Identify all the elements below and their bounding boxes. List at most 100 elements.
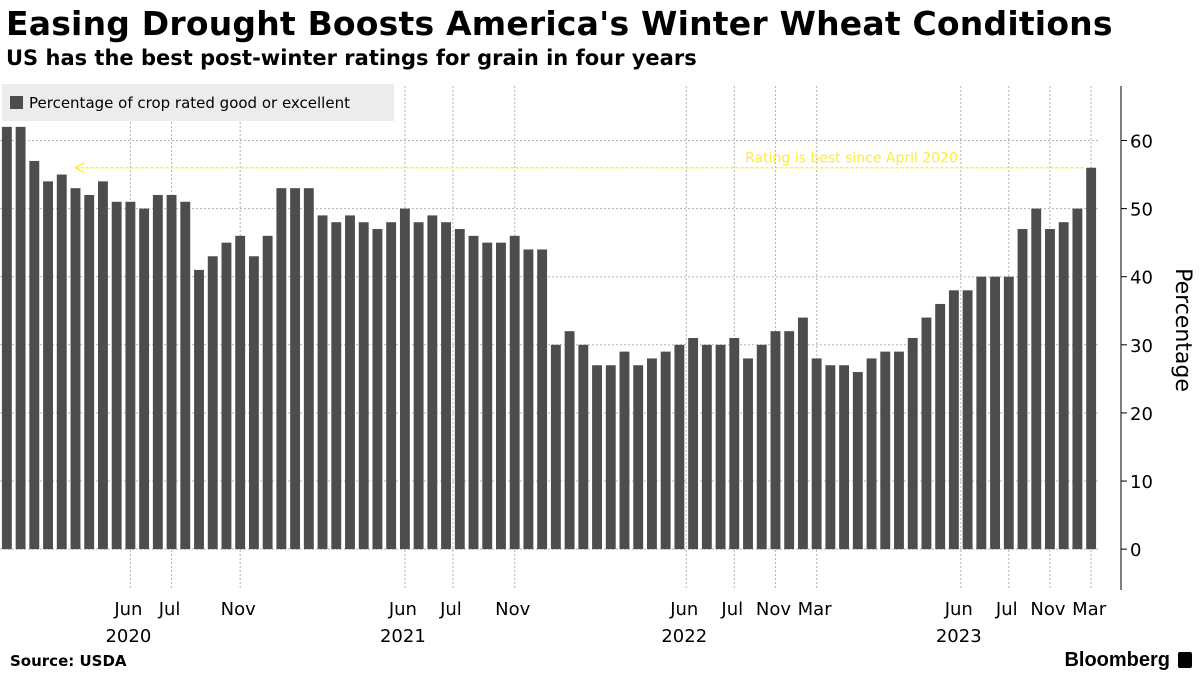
x-tick-label: Jun: [944, 599, 973, 620]
bar: [715, 344, 726, 550]
bar: [578, 344, 589, 550]
bar: [331, 222, 342, 550]
x-tick-label: Jul: [158, 599, 181, 620]
bar: [1072, 208, 1083, 550]
brand-logo: Bloomberg: [1064, 649, 1170, 671]
bar: [1, 126, 12, 550]
bar: [303, 188, 314, 550]
y-tick-label: 10: [1130, 472, 1153, 493]
bar: [907, 338, 918, 550]
bar: [166, 194, 177, 550]
bar: [262, 235, 273, 550]
bar: [605, 365, 616, 550]
bar: [811, 358, 822, 550]
bar: [399, 208, 410, 550]
y-axis-title: Percentage: [1170, 268, 1195, 392]
bar: [1003, 276, 1014, 550]
x-tick-label: Nov: [495, 599, 530, 620]
y-tick-label: 50: [1130, 200, 1153, 221]
bar: [1086, 167, 1097, 550]
y-axis: 0 10 20 30 40 50 60 Percentage: [1120, 86, 1195, 590]
bar: [496, 242, 506, 550]
bar: [1017, 229, 1028, 550]
bar: [839, 365, 850, 550]
y-tick-label: 0: [1130, 540, 1141, 561]
bar: [441, 222, 452, 550]
x-tick-label: Jun: [669, 599, 698, 620]
bar: [290, 188, 301, 550]
bar: [358, 222, 369, 550]
bar: [880, 351, 891, 550]
x-year-label: 2021: [380, 626, 426, 647]
bar: [743, 358, 753, 550]
y-tick-label: 20: [1130, 404, 1153, 425]
bar: [1058, 222, 1069, 550]
bar: [1031, 208, 1042, 550]
bar: [852, 372, 863, 550]
y-tick-label: 40: [1130, 268, 1153, 289]
bar: [564, 331, 575, 550]
bar: [770, 331, 781, 550]
bar: [729, 338, 740, 550]
bar: [276, 188, 287, 550]
bar: [413, 222, 424, 550]
bar: [235, 235, 246, 550]
bar: [797, 317, 808, 550]
bar: [43, 181, 53, 550]
bar: [111, 201, 122, 550]
chart-title: Easing Drought Boosts America's Winter W…: [6, 4, 1113, 43]
bar: [674, 344, 685, 550]
chart-subtitle: US has the best post-winter ratings for …: [6, 46, 697, 70]
bar: [660, 351, 671, 550]
brand-chart-icon: [1178, 652, 1192, 668]
x-tick-label: Mar: [798, 599, 833, 620]
x-tick-label: Jun: [388, 599, 417, 620]
annotation-label: Rating is best since April 2020: [745, 151, 958, 167]
x-tick-label: Jul: [439, 599, 462, 620]
legend-label: Percentage of crop rated good or excelle…: [29, 94, 350, 112]
bar: [386, 222, 397, 550]
bar: [990, 276, 1001, 550]
bar: [29, 160, 40, 550]
bar: [921, 317, 932, 550]
x-tick-label: Jul: [720, 599, 743, 620]
bar: [15, 126, 26, 550]
bar-series: [1, 126, 1097, 550]
bar: [701, 344, 712, 550]
bar: [1045, 229, 1055, 550]
bar: [427, 215, 438, 550]
bar: [976, 276, 987, 550]
bar: [962, 290, 973, 550]
bar: [84, 194, 95, 550]
bar: [454, 229, 465, 550]
legend-box: [2, 84, 394, 121]
legend-swatch: [10, 96, 23, 109]
bar: [948, 290, 959, 550]
bar: [125, 201, 136, 550]
bar: [345, 215, 355, 550]
annotation: Rating is best since April 2020: [73, 151, 1085, 174]
bar: [207, 256, 218, 550]
bar: [866, 358, 877, 550]
x-tick-label: Jul: [995, 599, 1018, 620]
bar: [180, 201, 191, 550]
bar: [523, 249, 534, 550]
bar: [688, 338, 699, 550]
bar: [194, 269, 204, 550]
bar: [221, 242, 232, 550]
bar: [139, 208, 150, 550]
y-tick-label: 60: [1130, 131, 1153, 152]
bar: [825, 365, 836, 550]
bar: [70, 188, 81, 550]
x-tick-label: Nov: [756, 599, 791, 620]
x-year-label: 2020: [105, 626, 151, 647]
bar: [509, 235, 520, 550]
x-tick-label: Nov: [1030, 599, 1065, 620]
x-year-label: 2022: [661, 626, 707, 647]
bar: [646, 358, 657, 550]
bar: [372, 229, 383, 550]
x-year-label: 2023: [936, 626, 982, 647]
x-tick-label: Mar: [1072, 599, 1107, 620]
x-tick-label: Jun: [113, 599, 142, 620]
